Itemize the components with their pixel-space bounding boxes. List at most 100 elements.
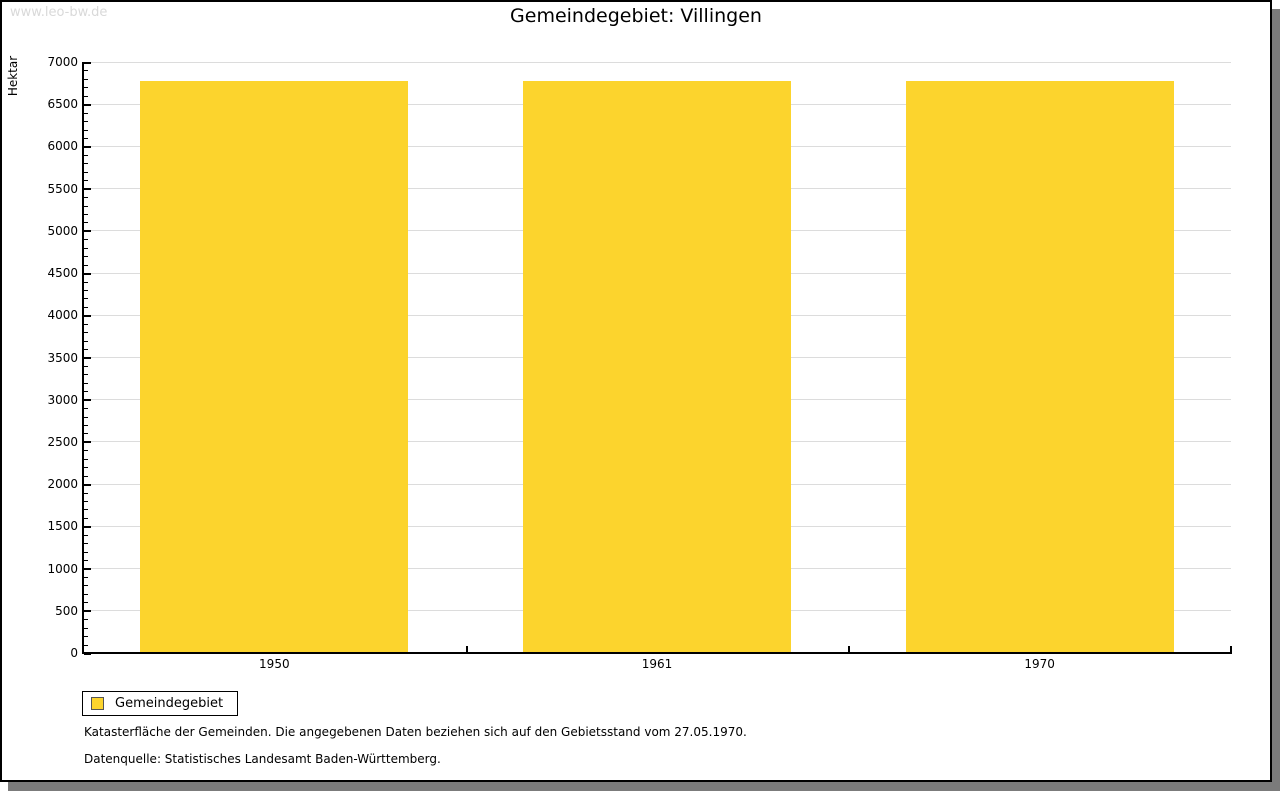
y-tick-label-6500: 6500 — [47, 97, 78, 112]
y-minor-tick — [84, 112, 88, 114]
y-minor-tick — [84, 585, 88, 587]
y-minor-tick — [84, 163, 88, 165]
y-tick-label-0: 0 — [70, 646, 78, 660]
y-minor-tick — [84, 121, 88, 123]
footnote-source-note: Katasterfläche der Gemeinden. Die angege… — [84, 725, 747, 739]
watermark: www.leo-bw.de — [10, 5, 108, 20]
y-minor-tick — [84, 450, 88, 452]
y-minor-tick — [84, 467, 88, 469]
y-minor-tick — [84, 534, 88, 536]
plot-area: Hektar 1950 1961 1970 0 500 1000 1500 2000 2500 3… — [2, 2, 1270, 780]
y-minor-tick — [84, 374, 88, 376]
bar-1950 — [140, 80, 409, 652]
y-minor-tick — [84, 340, 88, 342]
y-minor-tick — [84, 247, 88, 249]
y-major-tick-6500 — [84, 103, 91, 106]
x-tick-label-1970: 1970 — [1024, 657, 1055, 671]
y-major-tick-2500 — [84, 441, 91, 444]
y-minor-tick — [84, 129, 88, 131]
y-tick-label-4000: 4000 — [47, 308, 78, 323]
y-minor-tick — [84, 154, 88, 156]
y-minor-tick — [84, 517, 88, 519]
y-minor-tick — [84, 365, 88, 367]
y-tick-label-6000: 6000 — [47, 139, 78, 154]
y-gridline-7000 — [84, 61, 1231, 63]
legend-color-swatch-icon — [91, 697, 104, 710]
y-major-tick-1000 — [84, 568, 91, 571]
y-minor-tick — [84, 281, 88, 283]
y-minor-tick — [84, 180, 88, 182]
footnote-data-source: Datenquelle: Statistisches Landesamt Bad… — [84, 752, 441, 766]
y-minor-tick — [84, 593, 88, 595]
y-major-tick-500 — [84, 610, 91, 613]
y-minor-tick — [84, 95, 88, 97]
y-minor-tick — [84, 306, 88, 308]
y-minor-tick — [84, 577, 88, 578]
y-tick-label-2500: 2500 — [47, 434, 78, 449]
x-tick-label-1950: 1950 — [259, 657, 290, 671]
y-major-tick-4000 — [84, 314, 91, 317]
x-axis-tick — [465, 646, 468, 653]
y-minor-tick — [84, 551, 88, 553]
y-minor-tick — [84, 619, 88, 621]
y-minor-tick — [84, 382, 88, 384]
y-minor-tick — [84, 433, 88, 435]
y-major-tick-3000 — [84, 399, 91, 402]
y-tick-label-500: 500 — [55, 603, 78, 618]
y-minor-tick — [84, 171, 88, 173]
x-tick-label-1961: 1961 — [641, 657, 673, 671]
y-major-tick-5000 — [84, 230, 91, 233]
y-major-tick-5500 — [84, 188, 91, 191]
y-minor-tick — [84, 137, 88, 139]
y-tick-label-5000: 5000 — [47, 223, 78, 238]
y-minor-tick — [84, 239, 88, 241]
y-minor-tick — [84, 560, 88, 562]
y-minor-tick — [84, 627, 88, 629]
y-minor-tick — [84, 391, 88, 393]
y-minor-tick — [84, 256, 88, 258]
y-minor-tick — [84, 509, 88, 511]
y-tick-label-4500: 4500 — [47, 266, 78, 281]
y-minor-tick — [84, 213, 88, 215]
y-tick-label-1000: 1000 — [47, 561, 78, 576]
y-major-tick-4500 — [84, 272, 91, 275]
y-minor-tick — [84, 323, 88, 325]
y-tick-label-7000: 7000 — [47, 55, 78, 69]
y-tick-label-5500: 5500 — [47, 181, 78, 196]
y-minor-tick — [84, 475, 88, 477]
legend: Gemeindegebiet — [82, 691, 239, 716]
y-minor-tick — [84, 458, 88, 460]
x-axis-end-tick — [1230, 646, 1232, 653]
y-minor-tick — [84, 543, 88, 545]
y-minor-tick — [84, 78, 88, 80]
y-minor-tick — [84, 70, 88, 72]
y-minor-tick — [84, 636, 88, 638]
y-minor-tick — [84, 425, 88, 427]
y-minor-tick — [84, 264, 88, 266]
y-minor-tick — [84, 644, 88, 646]
y-minor-tick — [84, 602, 88, 604]
y-minor-tick — [84, 205, 88, 207]
y-minor-tick — [84, 408, 88, 410]
y-minor-tick — [84, 222, 88, 224]
y-minor-tick — [84, 298, 88, 300]
x-axis-tick — [848, 646, 851, 653]
y-tick-label-3000: 3000 — [47, 392, 78, 407]
chart-title: Gemeindegebiet: Villingen — [510, 5, 762, 27]
y-minor-tick — [84, 332, 88, 334]
y-axis-title: Hektar — [6, 55, 20, 97]
x-axis-line — [82, 652, 1232, 654]
y-axis-line — [82, 62, 84, 654]
y-major-tick-6000 — [84, 145, 91, 148]
y-tick-label-1500: 1500 — [47, 519, 78, 534]
y-minor-tick — [84, 492, 88, 494]
legend-series-label: Gemeindegebiet — [115, 696, 224, 711]
y-minor-tick — [84, 87, 88, 89]
bar-1970 — [905, 80, 1174, 652]
y-minor-tick — [84, 289, 88, 291]
y-major-tick-3500 — [84, 357, 91, 359]
y-minor-tick — [84, 197, 88, 199]
y-minor-tick — [84, 416, 88, 418]
y-tick-label-3500: 3500 — [47, 350, 78, 365]
